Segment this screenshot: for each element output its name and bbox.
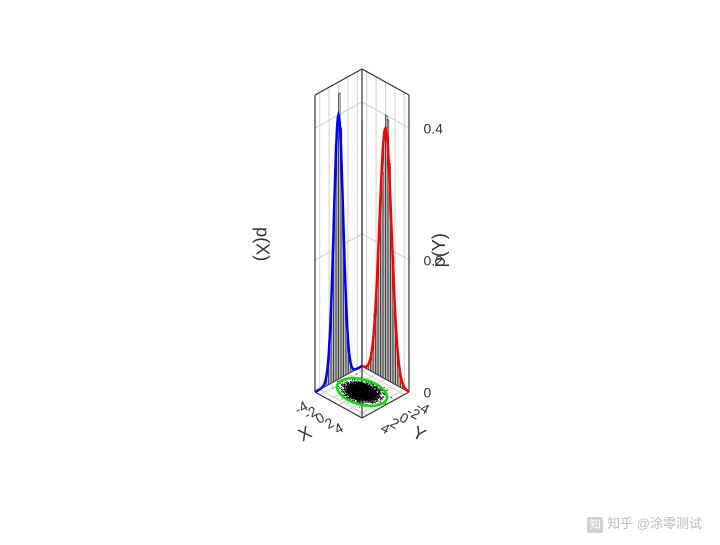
marginal-y-histogram (315, 93, 362, 392)
marginal-x-histogram (362, 115, 409, 392)
svg-text:p(Y): p(Y) (429, 233, 449, 267)
svg-text:X: X (295, 422, 315, 445)
svg-text:0.4: 0.4 (423, 120, 443, 136)
svg-text:p(X): p(X) (252, 227, 272, 261)
svg-text:4: 4 (331, 419, 346, 437)
svg-text:Y: Y (409, 422, 429, 445)
bivariate-distribution-plot: -4-2024-4-202400.20.4XYp(Y)p(X) (0, 0, 720, 545)
svg-text:0: 0 (423, 384, 431, 400)
watermark: 知知乎 @涂零测试 (587, 513, 702, 533)
